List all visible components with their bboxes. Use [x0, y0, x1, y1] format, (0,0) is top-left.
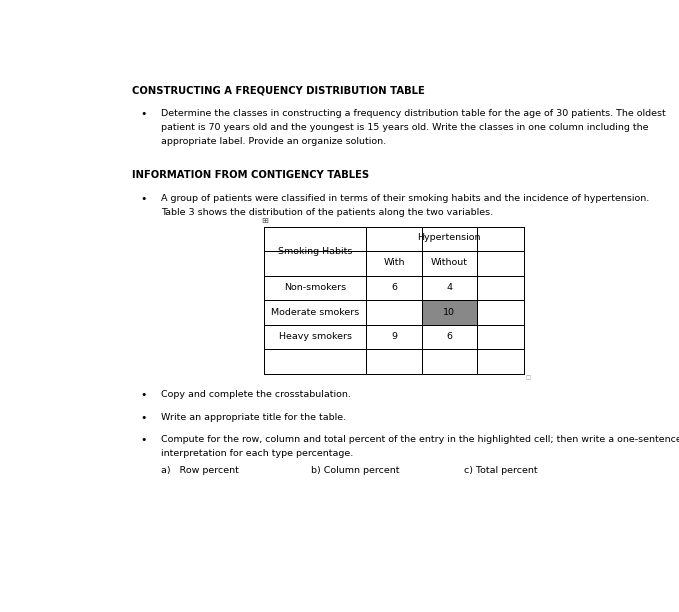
Bar [264, 324, 367, 349]
Text: interpretation for each type percentage.: interpretation for each type percentage. [161, 449, 354, 458]
Text: Moderate smokers: Moderate smokers [271, 308, 359, 317]
Text: •: • [140, 435, 147, 446]
Text: Without: Without [430, 258, 468, 267]
Bar [422, 226, 477, 251]
Bar [367, 349, 422, 373]
Text: Non-smokers: Non-smokers [284, 283, 346, 293]
Text: b) Column percent: b) Column percent [311, 466, 400, 475]
Bar [422, 300, 477, 324]
Bar [264, 226, 367, 251]
Text: •: • [140, 412, 147, 423]
Text: Determine the classes in constructing a frequency distribution table for the age: Determine the classes in constructing a … [161, 110, 666, 118]
Bar [422, 275, 477, 300]
Bar [422, 324, 477, 349]
Text: •: • [140, 195, 147, 204]
Bar [477, 251, 524, 275]
Text: A group of patients were classified in terms of their smoking habits and the inc: A group of patients were classified in t… [161, 195, 649, 203]
Bar [264, 275, 367, 300]
Text: □: □ [526, 376, 531, 381]
Bar [367, 300, 422, 324]
Text: Write an appropriate title for the table.: Write an appropriate title for the table… [161, 412, 346, 422]
Bar [422, 300, 477, 324]
Text: Smoking Habits: Smoking Habits [278, 247, 352, 256]
Bar [477, 226, 524, 251]
Text: Compute for the row, column and total percent of the entry in the highlighted ce: Compute for the row, column and total pe… [161, 435, 679, 444]
Text: c) Total percent: c) Total percent [464, 466, 537, 475]
Text: CONSTRUCTING A FREQUENCY DISTRIBUTION TABLE: CONSTRUCTING A FREQUENCY DISTRIBUTION TA… [132, 85, 425, 95]
Bar [264, 251, 367, 275]
Text: •: • [140, 390, 147, 400]
Bar [422, 251, 477, 275]
Bar [367, 226, 422, 251]
Text: With: With [383, 258, 405, 267]
Bar [367, 324, 422, 349]
Bar [264, 349, 367, 373]
Text: Hypertension: Hypertension [418, 233, 481, 242]
Text: appropriate label. Provide an organize solution.: appropriate label. Provide an organize s… [161, 137, 386, 146]
Text: •: • [140, 110, 147, 119]
Bar [367, 275, 422, 300]
Text: 6: 6 [391, 283, 397, 293]
Bar [367, 251, 422, 275]
Bar [422, 349, 477, 373]
Bar [477, 300, 524, 324]
Text: INFORMATION FROM CONTIGENCY TABLES: INFORMATION FROM CONTIGENCY TABLES [132, 170, 369, 181]
Text: ⊞: ⊞ [261, 215, 268, 225]
Text: Heavy smokers: Heavy smokers [278, 332, 352, 341]
Bar [264, 300, 367, 324]
Text: Copy and complete the crosstabulation.: Copy and complete the crosstabulation. [161, 390, 351, 399]
Text: Table 3 shows the distribution of the patients along the two variables.: Table 3 shows the distribution of the pa… [161, 208, 494, 217]
Text: 15: 15 [388, 308, 400, 317]
Text: patient is 70 years old and the youngest is 15 years old. Write the classes in o: patient is 70 years old and the youngest… [161, 123, 648, 132]
Bar [477, 275, 524, 300]
Bar [477, 349, 524, 373]
Text: 10: 10 [443, 308, 456, 317]
Text: 6: 6 [446, 332, 452, 341]
Bar [477, 324, 524, 349]
Text: 9: 9 [391, 332, 397, 341]
Text: 4: 4 [446, 283, 452, 293]
Text: a)   Row percent: a) Row percent [161, 466, 239, 475]
